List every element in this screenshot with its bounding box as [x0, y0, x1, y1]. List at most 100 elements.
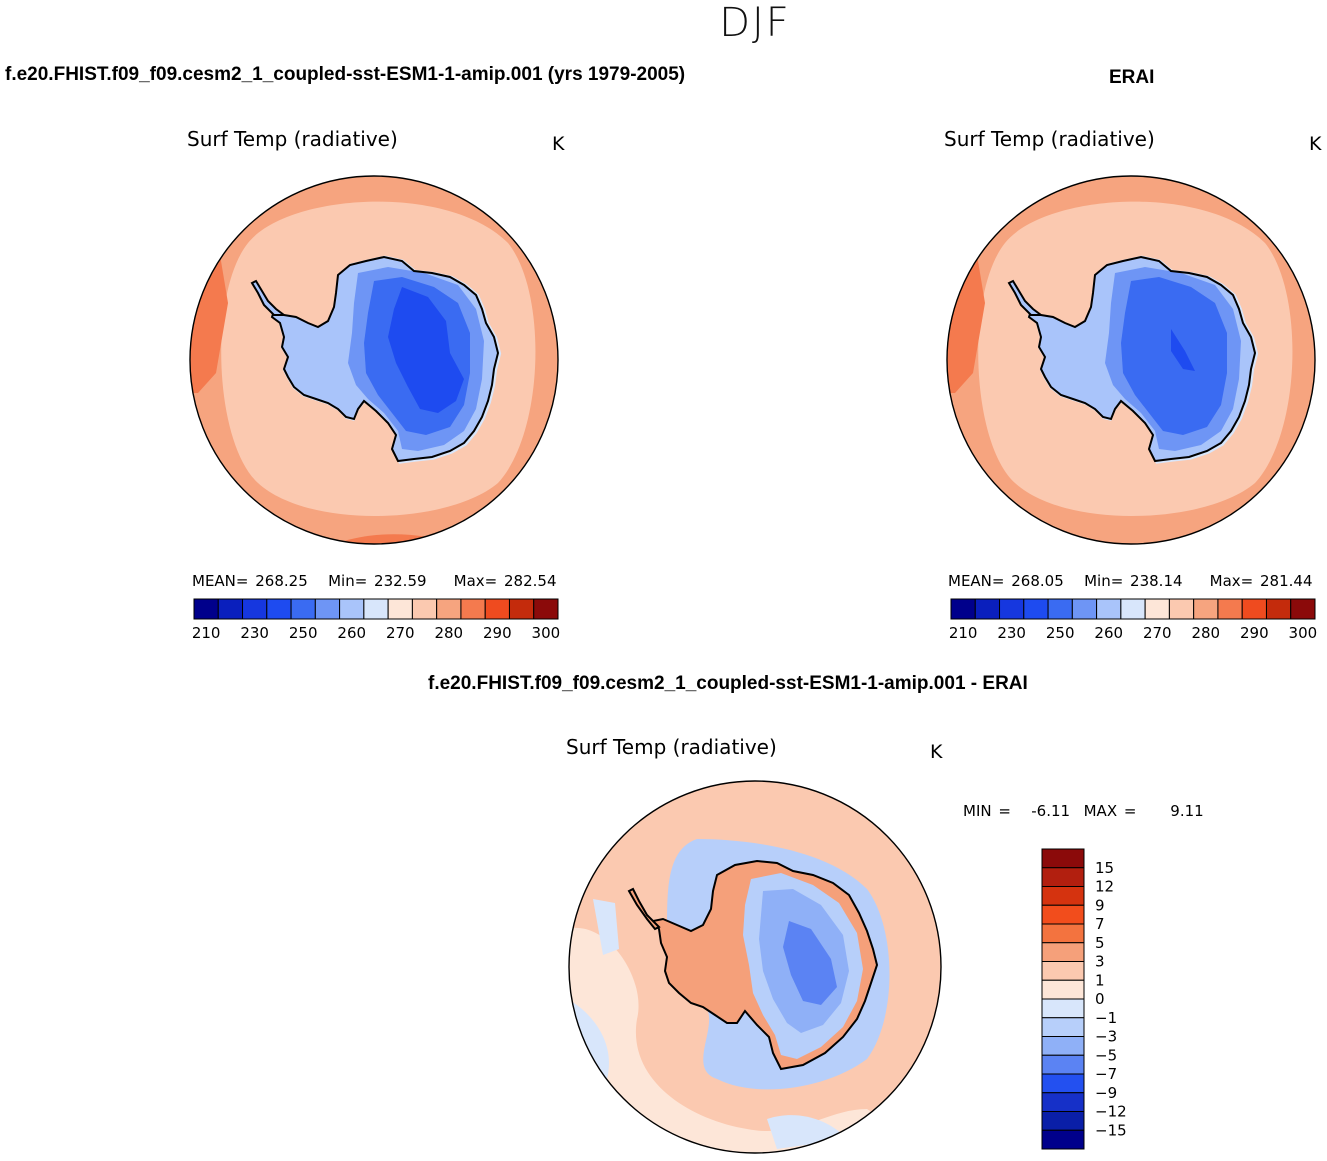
colorbar-box: [999, 598, 1025, 620]
colorbar-box: [339, 598, 365, 620]
diff-colorbar-box: [1041, 904, 1085, 925]
left-polar-map: [189, 175, 559, 545]
right-max-value: 281.44: [1260, 572, 1313, 590]
left-min-value: 232.59: [374, 572, 427, 590]
colorbar-box: [508, 598, 535, 620]
colorbar-box: [387, 598, 413, 620]
diff-colorbar-box: [1041, 1092, 1085, 1112]
diff-colorbar-label: 0: [1095, 990, 1105, 1008]
colorbar-box: [1168, 598, 1195, 620]
colorbar-box: [974, 598, 1001, 620]
diff-colorbar-box: [1041, 998, 1085, 1019]
diff-colorbar-label: −1: [1095, 1009, 1117, 1027]
right-stats: MEAN= 268.05 Min= 238.14 Max= 281.44: [948, 572, 1313, 590]
colorbar-box: [1193, 598, 1219, 620]
diff-colorbar-box: [1041, 979, 1085, 1000]
colorbar-box: [1241, 598, 1267, 620]
left-max-label: Max=: [453, 572, 498, 590]
colorbar-box: [1047, 598, 1073, 620]
diff-map-border: [568, 780, 942, 1154]
diff-colorbar-box: [1041, 1129, 1085, 1150]
colorbar-box: [266, 598, 292, 620]
colorbar-tick-label: 270: [1143, 624, 1172, 642]
colorbar-tick-label: 230: [997, 624, 1026, 642]
colorbar-box: [290, 598, 316, 620]
diff-polar-map: [568, 780, 942, 1154]
left-mean-label: MEAN=: [192, 572, 249, 590]
colorbar-tick-label: 290: [1240, 624, 1269, 642]
colorbar-box: [1217, 598, 1243, 620]
diff-colorbar-box: [1041, 961, 1085, 981]
colorbar-tick-label: 250: [289, 624, 318, 642]
diff-colorbar-label: 12: [1095, 878, 1114, 896]
colorbar-box: [242, 598, 268, 620]
left-stats: MEAN= 268.25 Min= 232.59 Max= 282.54: [192, 572, 557, 590]
right-max-label: Max=: [1209, 572, 1254, 590]
colorbar-box: [363, 598, 389, 620]
diff-peninsula: [627, 887, 661, 931]
colorbar-box: [314, 598, 341, 620]
diff-near-zero-region: [569, 927, 941, 1153]
left-max-value: 282.54: [504, 572, 557, 590]
diff-colorbar-label: 1: [1095, 971, 1105, 989]
right-min-value: 238.14: [1130, 572, 1183, 590]
colorbar-box: [533, 598, 559, 620]
diff-colorbar-label: −5: [1095, 1046, 1117, 1064]
colorbar-tick-label: 260: [1094, 624, 1123, 642]
diff-case-title: f.e20.FHIST.f09_f09.cesm2_1_coupled-sst-…: [428, 673, 1028, 694]
colorbar-tick-label: 280: [1191, 624, 1220, 642]
colorbar-box: [950, 598, 976, 620]
right-mean-value: 268.05: [1011, 572, 1064, 590]
left-case-title: f.e20.FHIST.f09_f09.cesm2_1_coupled-sst-…: [5, 64, 686, 85]
diff-colorbar-label: 15: [1095, 859, 1114, 877]
diff-ice-level3: [783, 921, 837, 1005]
diff-max-value: 9.11: [1170, 802, 1204, 820]
colorbar-tick-label: 300: [532, 624, 561, 642]
colorbar-box: [1265, 598, 1292, 620]
right-colorbar: 210 230 250 260 270 280 290 300: [949, 598, 1318, 642]
diff-colorbar-label: −9: [1095, 1084, 1117, 1102]
colorbar-tick-label: 210: [949, 624, 978, 642]
diff-colorbar-label: −12: [1095, 1103, 1127, 1121]
colorbar-tick-label: 230: [240, 624, 269, 642]
map-border: [189, 175, 559, 545]
diff-colorbar-label: −7: [1095, 1065, 1117, 1083]
diff-colorbar-box: [1041, 1036, 1085, 1056]
diff-colorbar-box: [1041, 886, 1085, 906]
colorbar-tick-label: 300: [1289, 624, 1318, 642]
diff-colorbar-box: [1041, 923, 1085, 944]
diff-coastline: [651, 859, 879, 1071]
colorbar-box: [1144, 598, 1170, 620]
left-colorbar: 210 230 250 260 270 280 290 300: [192, 598, 561, 642]
colorbar-box: [1071, 598, 1098, 620]
map-border: [946, 175, 1316, 545]
diff-min-value: -6.11: [1031, 802, 1071, 820]
colorbar-tick-label: 210: [192, 624, 221, 642]
ice-sheet-level4: [1171, 329, 1195, 371]
left-plot-title: Surf Temp (radiative): [187, 127, 398, 151]
colorbar-box: [193, 598, 219, 620]
right-case-title: ERAI: [1109, 67, 1155, 88]
diff-max-label: MAX =: [1083, 802, 1137, 820]
diff-colorbar-label: 9: [1095, 896, 1105, 914]
colorbar-box: [1096, 598, 1122, 620]
diff-colorbar-label: −15: [1095, 1121, 1127, 1139]
diff-colorbar-box: [1041, 1017, 1085, 1037]
colorbar-tick-label: 290: [483, 624, 512, 642]
diff-colorbar-box: [1041, 1111, 1085, 1131]
right-plot-title: Surf Temp (radiative): [944, 127, 1155, 151]
diff-colorbar-label: 7: [1095, 915, 1105, 933]
diff-colorbar-label: 5: [1095, 934, 1105, 952]
ice-sheet-level4: [388, 287, 464, 413]
diff-colorbar-box: [1041, 867, 1085, 887]
diff-units: K: [930, 741, 943, 763]
colorbar-box: [411, 598, 438, 620]
diff-colorbar-label: −3: [1095, 1028, 1117, 1046]
right-min-label: Min=: [1084, 572, 1124, 590]
colorbar-box: [484, 598, 510, 620]
colorbar-tick-label: 260: [337, 624, 366, 642]
colorbar-tick-label: 270: [386, 624, 415, 642]
colorbar-box: [217, 598, 244, 620]
diff-colorbar-box: [1041, 848, 1085, 869]
diff-stats: MIN = -6.11 MAX = 9.11: [963, 802, 1204, 820]
